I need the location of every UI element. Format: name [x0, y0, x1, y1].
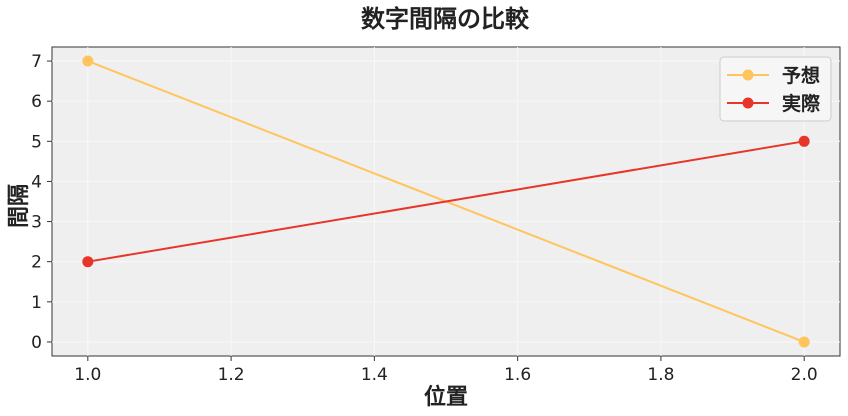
x-tick-label: 1.2 [218, 365, 245, 385]
y-axis-ticks: 0 1 2 3 4 5 6 7 [31, 52, 52, 353]
x-axis-label: 位置 [424, 384, 468, 410]
legend-marker-1 [742, 69, 754, 81]
x-tick-label: 1.6 [504, 365, 531, 385]
series-group [82, 55, 810, 348]
y-tick-label: 5 [31, 132, 42, 152]
x-tick-label: 1.0 [74, 365, 101, 385]
legend-label-2: 実際 [782, 92, 821, 115]
x-tick-label: 2.0 [791, 365, 818, 385]
y-tick-label: 3 [31, 213, 42, 233]
y-tick-label: 2 [31, 253, 42, 273]
data-point [82, 55, 94, 67]
y-axis-label: 間隔 [7, 184, 32, 228]
data-point [798, 135, 810, 147]
y-tick-label: 0 [31, 333, 42, 353]
legend-label-1: 予想 [782, 64, 820, 87]
legend-marker-2 [742, 97, 754, 109]
y-tick-label: 4 [31, 172, 42, 192]
grid-lines [52, 47, 840, 356]
y-tick-label: 6 [31, 92, 42, 112]
y-tick-label: 7 [31, 52, 42, 72]
x-tick-label: 1.4 [361, 365, 388, 385]
series-line-2 [87, 140, 805, 263]
y-tick-label: 1 [31, 293, 42, 313]
chart-title: 数字間隔の比較 [361, 5, 530, 33]
data-point [82, 256, 94, 268]
data-point [798, 336, 810, 348]
x-axis-ticks: 1.0 1.2 1.4 1.6 1.8 2.0 [74, 356, 818, 385]
x-tick-label: 1.8 [647, 365, 674, 385]
